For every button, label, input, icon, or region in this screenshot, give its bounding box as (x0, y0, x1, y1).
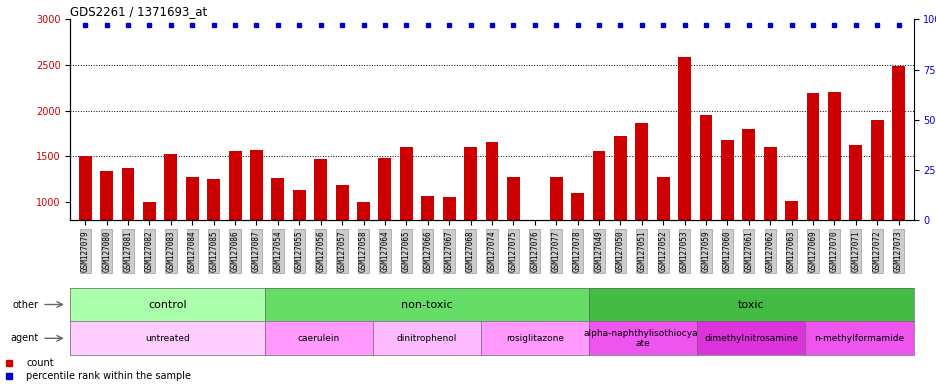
Text: non-toxic: non-toxic (401, 300, 452, 310)
Bar (741, 129, 754, 294)
Bar (678, 57, 690, 294)
Text: percentile rank within the sample: percentile rank within the sample (26, 371, 191, 381)
Bar (250, 150, 263, 294)
Text: caerulein: caerulein (298, 334, 340, 343)
Bar (891, 66, 904, 294)
Bar (463, 147, 476, 294)
Bar (635, 122, 648, 294)
Bar (613, 136, 626, 294)
Bar (400, 147, 412, 294)
Bar (421, 196, 433, 294)
Bar (357, 202, 370, 294)
Text: control: control (148, 300, 186, 310)
Bar (100, 171, 113, 294)
Text: alpha-naphthylisothiocyan
ate: alpha-naphthylisothiocyan ate (582, 329, 703, 348)
Bar (335, 185, 348, 294)
Bar (207, 179, 220, 294)
Text: n-methylformamide: n-methylformamide (813, 334, 903, 343)
Bar (271, 178, 284, 294)
Bar (228, 151, 241, 294)
Text: GDS2261 / 1371693_at: GDS2261 / 1371693_at (70, 5, 207, 18)
Bar (165, 154, 177, 294)
Text: other: other (13, 300, 38, 310)
Bar (848, 144, 861, 294)
Bar (827, 93, 840, 294)
Bar (185, 177, 198, 294)
Bar (143, 202, 155, 294)
Bar (506, 177, 519, 294)
Bar (122, 168, 135, 294)
Bar (485, 142, 498, 294)
Bar (763, 147, 776, 294)
Text: agent: agent (10, 333, 38, 343)
Text: dimethylnitrosamine: dimethylnitrosamine (704, 334, 797, 343)
Bar (549, 177, 562, 294)
Bar (314, 159, 327, 294)
Bar (699, 115, 711, 294)
Text: rosiglitazone: rosiglitazone (505, 334, 563, 343)
Bar (79, 156, 92, 294)
Text: count: count (26, 358, 53, 368)
Bar (528, 220, 541, 294)
Bar (442, 197, 455, 294)
Bar (592, 151, 605, 294)
Bar (656, 177, 669, 294)
Text: dinitrophenol: dinitrophenol (397, 334, 457, 343)
Text: untreated: untreated (145, 334, 190, 343)
Bar (378, 158, 391, 294)
Bar (806, 93, 818, 294)
Bar (870, 120, 883, 294)
Bar (293, 190, 305, 294)
Bar (571, 193, 583, 294)
Text: toxic: toxic (738, 300, 764, 310)
Bar (784, 201, 797, 294)
Bar (720, 140, 733, 294)
